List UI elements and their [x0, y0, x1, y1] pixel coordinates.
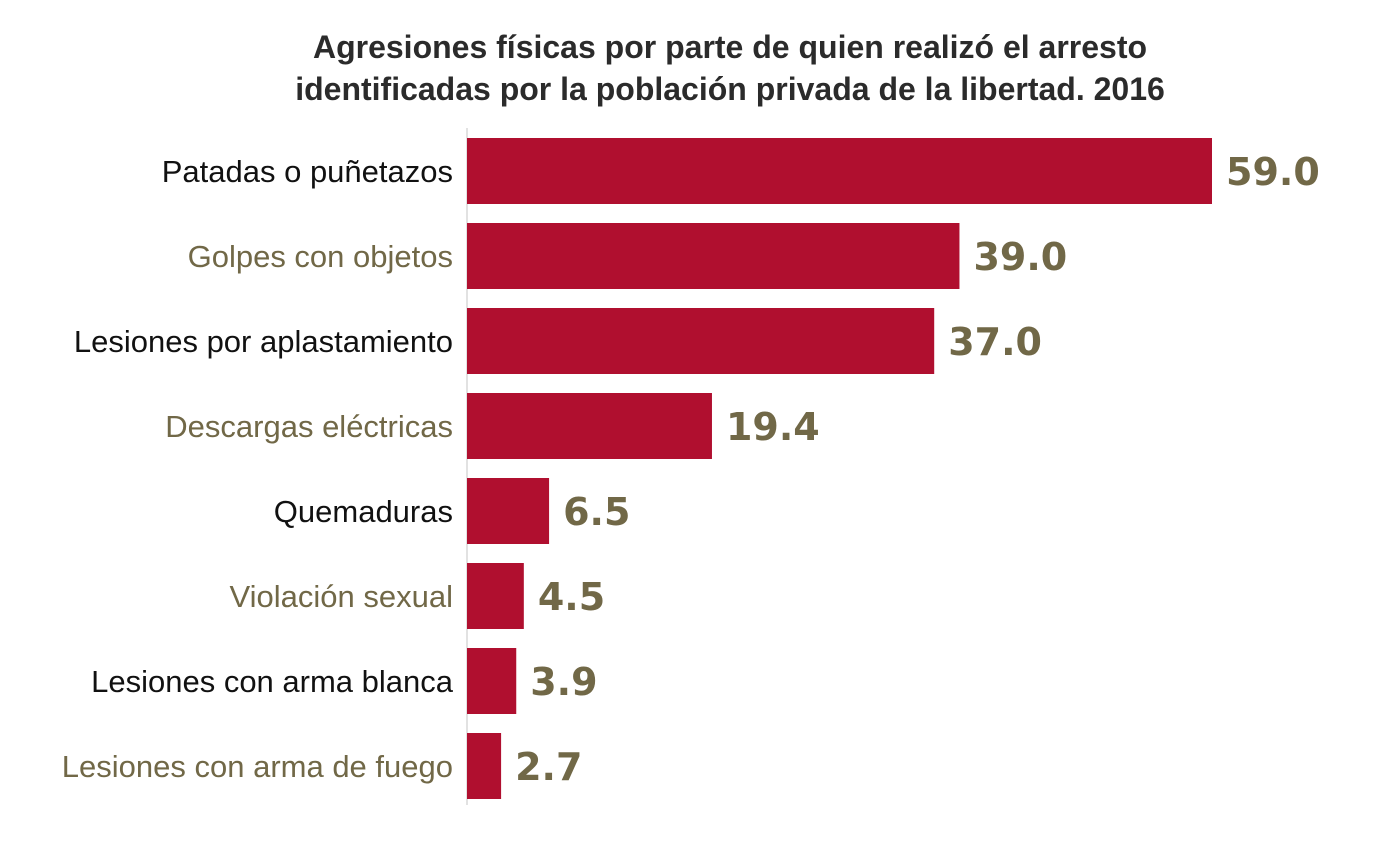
bar: [467, 648, 517, 714]
category-label: Quemaduras: [274, 494, 453, 529]
category-label: Patadas o puñetazos: [162, 154, 453, 189]
category-label: Golpes con objetos: [188, 239, 453, 274]
category-label: Lesiones con arma de fuego: [62, 749, 453, 784]
chart-title: Agresiones físicas por parte de quien re…: [0, 26, 1389, 110]
category-label: Violación sexual: [230, 579, 453, 614]
category-label: Lesiones por aplastamiento: [74, 324, 453, 359]
bar: [467, 308, 935, 374]
value-label: 19.4: [726, 405, 820, 449]
value-label: 3.9: [530, 660, 597, 704]
category-label: Lesiones con arma blanca: [91, 664, 454, 699]
bar: [467, 563, 524, 629]
value-label: 2.7: [515, 745, 582, 789]
value-label: 39.0: [973, 235, 1067, 279]
bar: [467, 223, 960, 289]
bar: [467, 393, 712, 459]
value-label: 6.5: [563, 490, 630, 534]
chart-title-line-2: identificadas por la población privada d…: [295, 71, 1165, 107]
bar: [467, 138, 1212, 204]
value-label: 37.0: [948, 320, 1042, 364]
bar: [467, 733, 502, 799]
value-label: 59.0: [1226, 150, 1320, 194]
value-label: 4.5: [538, 575, 605, 619]
bar: [467, 478, 550, 544]
chart-title-line-1: Agresiones físicas por parte de quien re…: [312, 29, 1148, 65]
category-label: Descargas eléctricas: [165, 409, 453, 444]
